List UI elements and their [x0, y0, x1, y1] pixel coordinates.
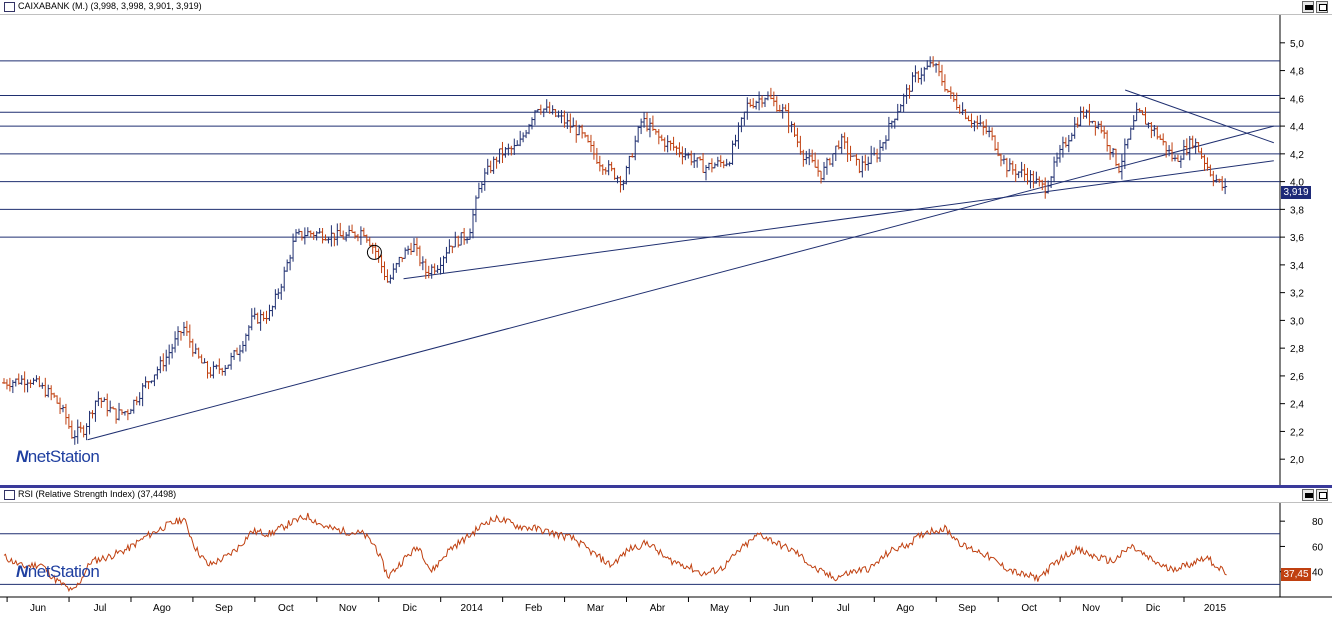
price-y-tick-label: 3,2	[1290, 289, 1304, 300]
annotation-circle	[366, 244, 382, 260]
rsi-panel-titlebar: RSI (Relative Strength Index) (37,4498)	[0, 488, 1332, 503]
rsi-chart[interactable]: 40 60 80 Jun Jul Ago Sep Oct Nov Dic 2014 Feb Mar Abr…	[0, 503, 1332, 617]
trendline	[403, 160, 1274, 280]
netstation-logo: NnetStation	[16, 562, 100, 582]
price-y-tick-label: 4,4	[1290, 122, 1304, 133]
rsi-y-tick-label: 40	[1312, 568, 1324, 579]
price-y-tick-label: 2,2	[1290, 427, 1304, 438]
window-icon	[4, 490, 15, 500]
x-axis-month-label: Nov	[339, 603, 357, 614]
logo-mark: N	[16, 562, 28, 581]
last-rsi-badge: 37,45	[1281, 568, 1311, 582]
price-y-tick-label: 3,0	[1290, 316, 1304, 327]
x-axis-month-label: Mar	[587, 603, 605, 614]
x-axis-month-label: Dic	[1146, 603, 1160, 614]
x-axis-month-label: Oct	[1021, 603, 1037, 614]
price-y-tick-label: 3,8	[1290, 205, 1304, 216]
x-axis-month-label: Jun	[773, 603, 789, 614]
x-axis-month-label: May	[710, 603, 729, 614]
x-axis-month-label: Ago	[896, 603, 914, 614]
price-y-tick-label: 4,8	[1290, 67, 1304, 78]
x-axis-month-label: Abr	[650, 603, 666, 614]
x-axis-month-label: 2014	[461, 603, 484, 614]
rsi-panel-title: RSI (Relative Strength Index) (37,4498)	[18, 489, 177, 499]
x-axis-month-label: Ago	[153, 603, 171, 614]
x-axis-month-label: Sep	[958, 603, 976, 614]
price-y-tick-label: 2,4	[1290, 400, 1304, 411]
x-axis-month-label: Sep	[215, 603, 233, 614]
last-price-badge: 3,919	[1281, 186, 1311, 200]
minimize-icon	[1305, 493, 1313, 498]
price-y-tick-label: 3,4	[1290, 261, 1304, 272]
price-y-tick-label: 4,0	[1290, 178, 1304, 189]
x-axis-month-label: Oct	[278, 603, 294, 614]
rsi-plot-area	[0, 503, 1332, 617]
minimize-panel-button[interactable]	[1302, 489, 1314, 501]
minimize-panel-button[interactable]	[1302, 1, 1314, 13]
logo-mark: N	[16, 447, 28, 466]
price-chart[interactable]: 2,0 2,2 2,4 2,6 2,8 3,0 3,2 3,4 3,6 3,8 4,0 4,2 4,4 4…	[0, 15, 1332, 485]
maximize-panel-button[interactable]	[1316, 489, 1328, 501]
x-axis-month-label: Jun	[30, 603, 46, 614]
trendline	[87, 125, 1274, 441]
price-panel-title: CAIXABANK (M.) (3,998, 3,998, 3,901, 3,9…	[18, 1, 202, 11]
maximize-panel-button[interactable]	[1316, 1, 1328, 13]
window-icon	[4, 2, 15, 12]
trendline	[1124, 89, 1274, 144]
x-axis-month-label: Nov	[1082, 603, 1100, 614]
price-y-tick-label: 2,0	[1290, 455, 1304, 466]
logo-text: netStation	[27, 562, 100, 581]
price-plot-area	[0, 15, 1332, 485]
maximize-icon	[1319, 4, 1327, 11]
rsi-y-tick-label: 80	[1312, 517, 1324, 528]
rsi-line	[3, 512, 1227, 593]
x-axis-month-label: Dic	[402, 603, 416, 614]
price-y-tick-label: 4,2	[1290, 150, 1304, 161]
logo-text: netStation	[27, 447, 100, 466]
x-axis-month-label: 2015	[1204, 603, 1227, 614]
x-axis-month-label: Jul	[94, 603, 107, 614]
rsi-y-tick-label: 60	[1312, 542, 1324, 553]
ohlc-bar	[1223, 178, 1228, 195]
maximize-icon	[1319, 492, 1327, 499]
price-y-tick-label: 2,6	[1290, 372, 1304, 383]
minimize-icon	[1305, 5, 1313, 10]
price-y-tick-label: 3,6	[1290, 233, 1304, 244]
x-axis-month-label: Feb	[525, 603, 543, 614]
netstation-logo: NnetStation	[16, 447, 100, 467]
panel-separator[interactable]	[0, 485, 1332, 488]
price-y-tick-label: 5,0	[1290, 39, 1304, 50]
price-y-tick-label: 2,8	[1290, 344, 1304, 355]
price-panel-titlebar: CAIXABANK (M.) (3,998, 3,998, 3,901, 3,9…	[0, 0, 1332, 15]
x-axis-month-label: Jul	[837, 603, 850, 614]
price-y-tick-label: 4,6	[1290, 94, 1304, 105]
